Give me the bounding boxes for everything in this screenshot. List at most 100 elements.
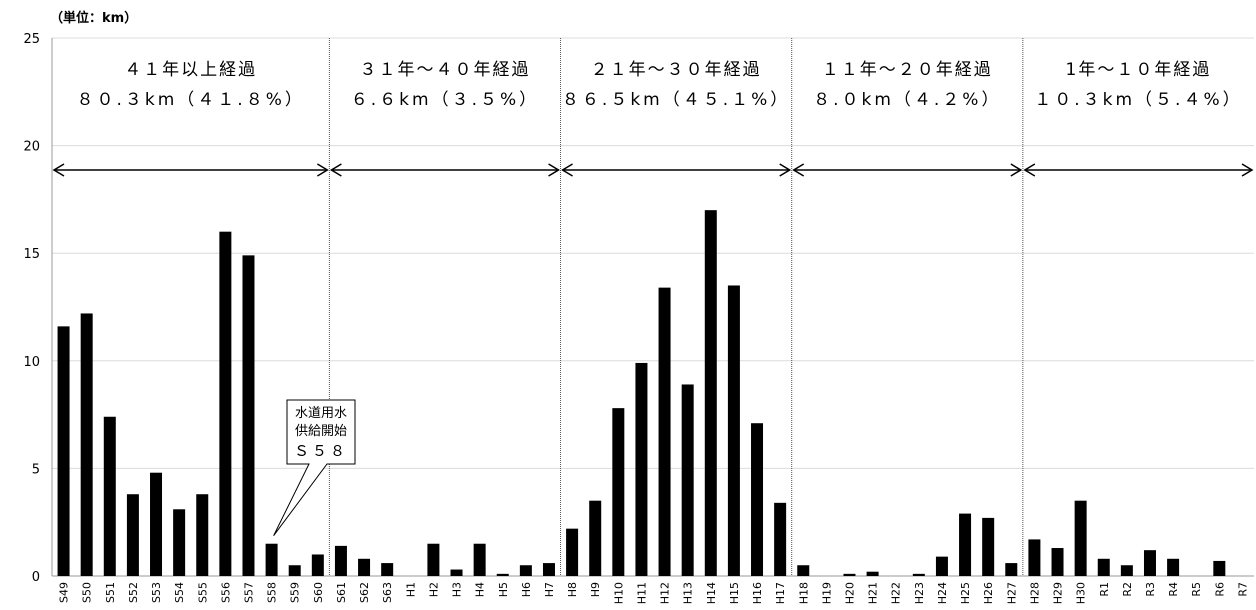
bar [126, 494, 139, 576]
x-tick-label: H30 [1075, 582, 1088, 604]
x-tick-label: H4 [474, 582, 487, 597]
x-tick-label: H18 [797, 582, 810, 604]
x-tick-label: S54 [173, 582, 186, 603]
bar [866, 571, 879, 576]
unit-label: （単位：km） [50, 10, 137, 26]
x-tick-labels: S49 S50 S51 S52 S53 S54 S55 S56 S57 S58 S59 S60 S61 S… [58, 582, 1250, 604]
period-label-title: ２１年～３０年経過 [591, 60, 762, 80]
arrow-head-left [561, 163, 573, 177]
arrow-head-right [1010, 163, 1023, 177]
bar [1213, 560, 1226, 576]
x-tick-label: H20 [843, 582, 856, 604]
arrow-head-left [52, 163, 65, 177]
bar [982, 517, 995, 576]
bar [635, 362, 648, 576]
x-tick-label: H17 [774, 582, 787, 604]
arrow-head-right [316, 163, 329, 177]
y-tick-label: 25 [23, 32, 40, 47]
period-labels: ４１年以上経過 ８０.３km（４１.８%） ３１年～４０年経過 ６.６km（３.５%）… [77, 60, 1242, 110]
callout-line2: 供給開始 [295, 424, 347, 439]
period-label-title: １１年～２０年経過 [822, 60, 993, 80]
period-label-title: ４１年以上経過 [124, 60, 257, 80]
callout-line3: Ｓ５８ [294, 442, 348, 460]
bar [496, 573, 509, 576]
x-tick-label: S55 [196, 582, 209, 603]
bar [57, 326, 70, 576]
bar [774, 502, 787, 576]
bar [103, 416, 116, 576]
bar [1167, 558, 1180, 576]
bar [727, 285, 740, 576]
bar [681, 384, 694, 576]
period-label-value: ８.０km（４.２%） [813, 90, 1001, 110]
x-tick-label: H21 [867, 582, 880, 604]
x-tick-label: S58 [266, 582, 279, 603]
x-tick-label: H1 [404, 582, 417, 597]
x-tick-label: H12 [659, 582, 672, 604]
bar [150, 472, 163, 576]
x-tick-label: S56 [219, 582, 232, 603]
y-axis: 0 5 10 15 20 25 [23, 32, 53, 585]
x-tick-label: H24 [936, 582, 949, 604]
x-tick-label: S49 [58, 582, 71, 603]
x-tick-label: H16 [751, 582, 764, 604]
period-dividers [328, 38, 1024, 576]
period-label-value: ６.６km（３.５%） [351, 90, 539, 110]
x-tick-label: R3 [1144, 582, 1157, 597]
bar [1005, 563, 1018, 576]
bars [57, 210, 1226, 577]
period-label-value: ８０.３km（４１.８%） [77, 90, 305, 110]
bar [704, 210, 717, 576]
bar [334, 545, 347, 576]
bar [519, 565, 532, 576]
bar [358, 558, 371, 576]
x-tick-label: R2 [1121, 582, 1134, 597]
bar [288, 565, 301, 576]
x-tick-label: R7 [1236, 582, 1249, 597]
period-label-title: ３１年～４０年経過 [359, 60, 530, 80]
x-tick-label: H28 [1028, 582, 1041, 604]
bar [589, 500, 602, 576]
y-tick-label: 10 [23, 355, 40, 370]
y-tick-label: 20 [23, 140, 40, 155]
bar [1028, 539, 1041, 576]
x-tick-label: S60 [312, 582, 325, 603]
x-tick-label: H2 [427, 582, 440, 597]
period-label-value: １０.３km（５.４%） [1034, 90, 1242, 110]
x-tick-label: H27 [1005, 582, 1018, 604]
bar [542, 563, 555, 576]
arrow-head-left [792, 163, 805, 177]
bar [473, 543, 486, 576]
bar [751, 423, 764, 576]
x-tick-label: H15 [728, 582, 741, 604]
bar [612, 408, 625, 576]
bar [80, 313, 93, 576]
period-arrows [52, 163, 1254, 177]
bar [1120, 565, 1133, 576]
x-tick-label: R5 [1190, 582, 1203, 597]
bar [311, 554, 324, 576]
bar [566, 528, 579, 576]
bar [265, 543, 278, 576]
x-tick-label: R1 [1098, 582, 1111, 597]
x-tick-label: S52 [127, 582, 140, 603]
x-tick-label: H7 [543, 582, 556, 597]
callout-line1: 水道用水 [295, 406, 347, 421]
y-tick-label: 15 [23, 247, 40, 262]
bar [450, 569, 463, 576]
x-tick-label: S57 [242, 582, 255, 603]
bar [797, 565, 810, 576]
x-tick-label: S63 [381, 582, 394, 603]
arrow-head-left [329, 163, 342, 177]
bar [381, 563, 394, 576]
bar [242, 255, 255, 577]
x-tick-label: H26 [982, 582, 995, 604]
x-tick-label: S62 [358, 582, 371, 603]
y-tick-label: 0 [32, 570, 40, 585]
x-tick-label: S59 [289, 582, 302, 603]
x-tick-label: R4 [1167, 582, 1180, 597]
bar [196, 494, 209, 576]
x-tick-label: H25 [959, 582, 972, 604]
